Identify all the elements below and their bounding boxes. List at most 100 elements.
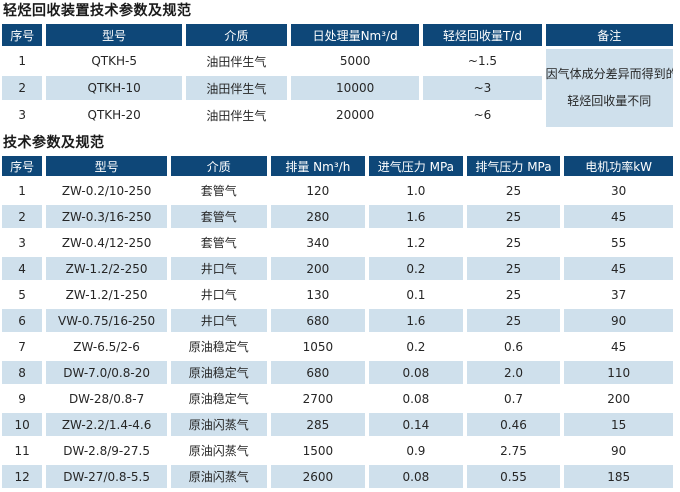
table1-title: 轻烃回收装置技术参数及规范: [3, 3, 192, 19]
cell-motor-power: 45: [564, 257, 673, 280]
table-row: 3 ZW-0.4/12-250 套管气 340 1.2 25 55: [2, 231, 673, 254]
cell-motor-power: 30: [564, 179, 673, 202]
header-seq: 序号: [2, 24, 43, 46]
cell-recovery-amount: ~1.5: [423, 49, 542, 73]
table-row: 2 ZW-0.3/16-250 套管气 280 1.6 25 45: [2, 205, 673, 228]
cell-model: DW-28/0.8-7: [46, 387, 167, 410]
cell-model: QTKH-5: [46, 49, 182, 73]
cell-model: ZW-1.2/2-250: [46, 257, 167, 280]
table-row: 10 ZW-2.2/1.4-4.6 原油闪蒸气 285 0.14 0.46 15: [2, 413, 673, 436]
header-displacement: 排量 Nm³/h: [270, 156, 366, 176]
cell-seq: 3: [2, 231, 43, 254]
table-row: 8 DW-7.0/0.8-20 原油稳定气 680 0.08 2.0 110: [2, 361, 673, 384]
recovery-device-section: 轻烃回收装置技术参数及规范 序号 型号 介质 日处理量Nm³/d 轻烃回收量T/d 备注 …: [0, 3, 680, 130]
cell-outlet-pressure: 0.55: [466, 465, 561, 488]
cell-seq: 12: [2, 465, 43, 488]
cell-outlet-pressure: 0.7: [466, 387, 561, 410]
cell-inlet-pressure: 0.08: [369, 387, 463, 410]
cell-motor-power: 200: [564, 387, 673, 410]
cell-seq: 9: [2, 387, 43, 410]
cell-displacement: 200: [270, 257, 366, 280]
cell-seq: 3: [2, 103, 43, 127]
cell-medium: 井口气: [170, 309, 267, 332]
cell-outlet-pressure: 2.0: [466, 361, 561, 384]
cell-inlet-pressure: 1.2: [369, 231, 463, 254]
cell-medium: 套管气: [170, 205, 267, 228]
cell-displacement: 130: [270, 283, 366, 306]
cell-inlet-pressure: 0.1: [369, 283, 463, 306]
table-row: 4 ZW-1.2/2-250 井口气 200 0.2 25 45: [2, 257, 673, 280]
cell-displacement: 340: [270, 231, 366, 254]
cell-medium: 套管气: [170, 179, 267, 202]
cell-medium: 原油闪蒸气: [170, 413, 267, 436]
cell-outlet-pressure: 25: [466, 205, 561, 228]
cell-seq: 2: [2, 76, 43, 100]
table-row: 9 DW-28/0.8-7 原油稳定气 2700 0.08 0.7 200: [2, 387, 673, 410]
cell-displacement: 1050: [270, 335, 366, 358]
remark-line: 因气体成分差异而得到的: [545, 67, 673, 81]
cell-outlet-pressure: 25: [466, 179, 561, 202]
cell-inlet-pressure: 1.6: [369, 205, 463, 228]
cell-seq: 6: [2, 309, 43, 332]
table-row: 2 QTKH-10 油田伴生气 10000 ~3: [2, 76, 673, 100]
cell-motor-power: 185: [564, 465, 673, 488]
cell-model: ZW-0.3/16-250: [46, 205, 167, 228]
cell-outlet-pressure: 0.6: [466, 335, 561, 358]
table-row: 1 ZW-0.2/10-250 套管气 120 1.0 25 30: [2, 179, 673, 202]
cell-inlet-pressure: 1.0: [369, 179, 463, 202]
cell-model: VW-0.75/16-250: [46, 309, 167, 332]
cell-daily-capacity: 5000: [290, 49, 420, 73]
header-motor-power: 电机功率kW: [564, 156, 673, 176]
table-row: 7 ZW-6.5/2-6 原油稳定气 1050 0.2 0.6 45: [2, 335, 673, 358]
table-row: 11 DW-2.8/9-27.5 原油闪蒸气 1500 0.9 2.75 90: [2, 439, 673, 462]
header-model: 型号: [46, 24, 182, 46]
cell-recovery-amount: ~6: [423, 103, 542, 127]
technical-params-table: 序号 型号 介质 排量 Nm³/h 进气压力 MPa 排气压力 MPa 电机功率kW 1 ZW…: [0, 153, 677, 491]
remark-cell: 因气体成分差异而得到的 轻烃回收量不同: [545, 49, 673, 127]
cell-motor-power: 45: [564, 335, 673, 358]
cell-seq: 7: [2, 335, 43, 358]
cell-model: ZW-6.5/2-6: [46, 335, 167, 358]
header-outlet-pressure: 排气压力 MPa: [466, 156, 561, 176]
table-row: 3 QTKH-20 油田伴生气 20000 ~6: [2, 103, 673, 127]
cell-motor-power: 55: [564, 231, 673, 254]
cell-displacement: 680: [270, 361, 366, 384]
remark-line: 轻烃回收量不同: [567, 94, 652, 108]
header-model: 型号: [46, 156, 167, 176]
cell-recovery-amount: ~3: [423, 76, 542, 100]
cell-displacement: 120: [270, 179, 366, 202]
table2-header-row: 序号 型号 介质 排量 Nm³/h 进气压力 MPa 排气压力 MPa 电机功率kW: [2, 156, 673, 176]
cell-medium: 井口气: [170, 283, 267, 306]
cell-outlet-pressure: 25: [466, 309, 561, 332]
cell-seq: 5: [2, 283, 43, 306]
cell-medium: 油田伴生气: [185, 103, 287, 127]
table2-title: 技术参数及规范: [3, 135, 105, 151]
header-medium: 介质: [170, 156, 267, 176]
cell-motor-power: 90: [564, 439, 673, 462]
cell-outlet-pressure: 2.75: [466, 439, 561, 462]
cell-seq: 1: [2, 49, 43, 73]
table-row: 6 VW-0.75/16-250 井口气 680 1.6 25 90: [2, 309, 673, 332]
cell-model: ZW-0.4/12-250: [46, 231, 167, 254]
cell-inlet-pressure: 0.08: [369, 361, 463, 384]
cell-daily-capacity: 10000: [290, 76, 420, 100]
table-row: 5 ZW-1.2/1-250 井口气 130 0.1 25 37: [2, 283, 673, 306]
cell-medium: 原油闪蒸气: [170, 439, 267, 462]
cell-medium: 油田伴生气: [185, 76, 287, 100]
cell-medium: 原油闪蒸气: [170, 465, 267, 488]
cell-inlet-pressure: 0.08: [369, 465, 463, 488]
cell-motor-power: 110: [564, 361, 673, 384]
cell-displacement: 680: [270, 309, 366, 332]
cell-displacement: 1500: [270, 439, 366, 462]
cell-motor-power: 37: [564, 283, 673, 306]
cell-seq: 10: [2, 413, 43, 436]
cell-medium: 油田伴生气: [185, 49, 287, 73]
cell-displacement: 280: [270, 205, 366, 228]
cell-outlet-pressure: 25: [466, 283, 561, 306]
cell-model: DW-27/0.8-5.5: [46, 465, 167, 488]
table-row: 1 QTKH-5 油田伴生气 5000 ~1.5 因气体成分差异而得到的 轻烃回收量不同: [2, 49, 673, 127]
header-remark: 备注: [545, 24, 673, 46]
cell-model: ZW-2.2/1.4-4.6: [46, 413, 167, 436]
cell-displacement: 285: [270, 413, 366, 436]
header-medium: 介质: [185, 24, 287, 46]
